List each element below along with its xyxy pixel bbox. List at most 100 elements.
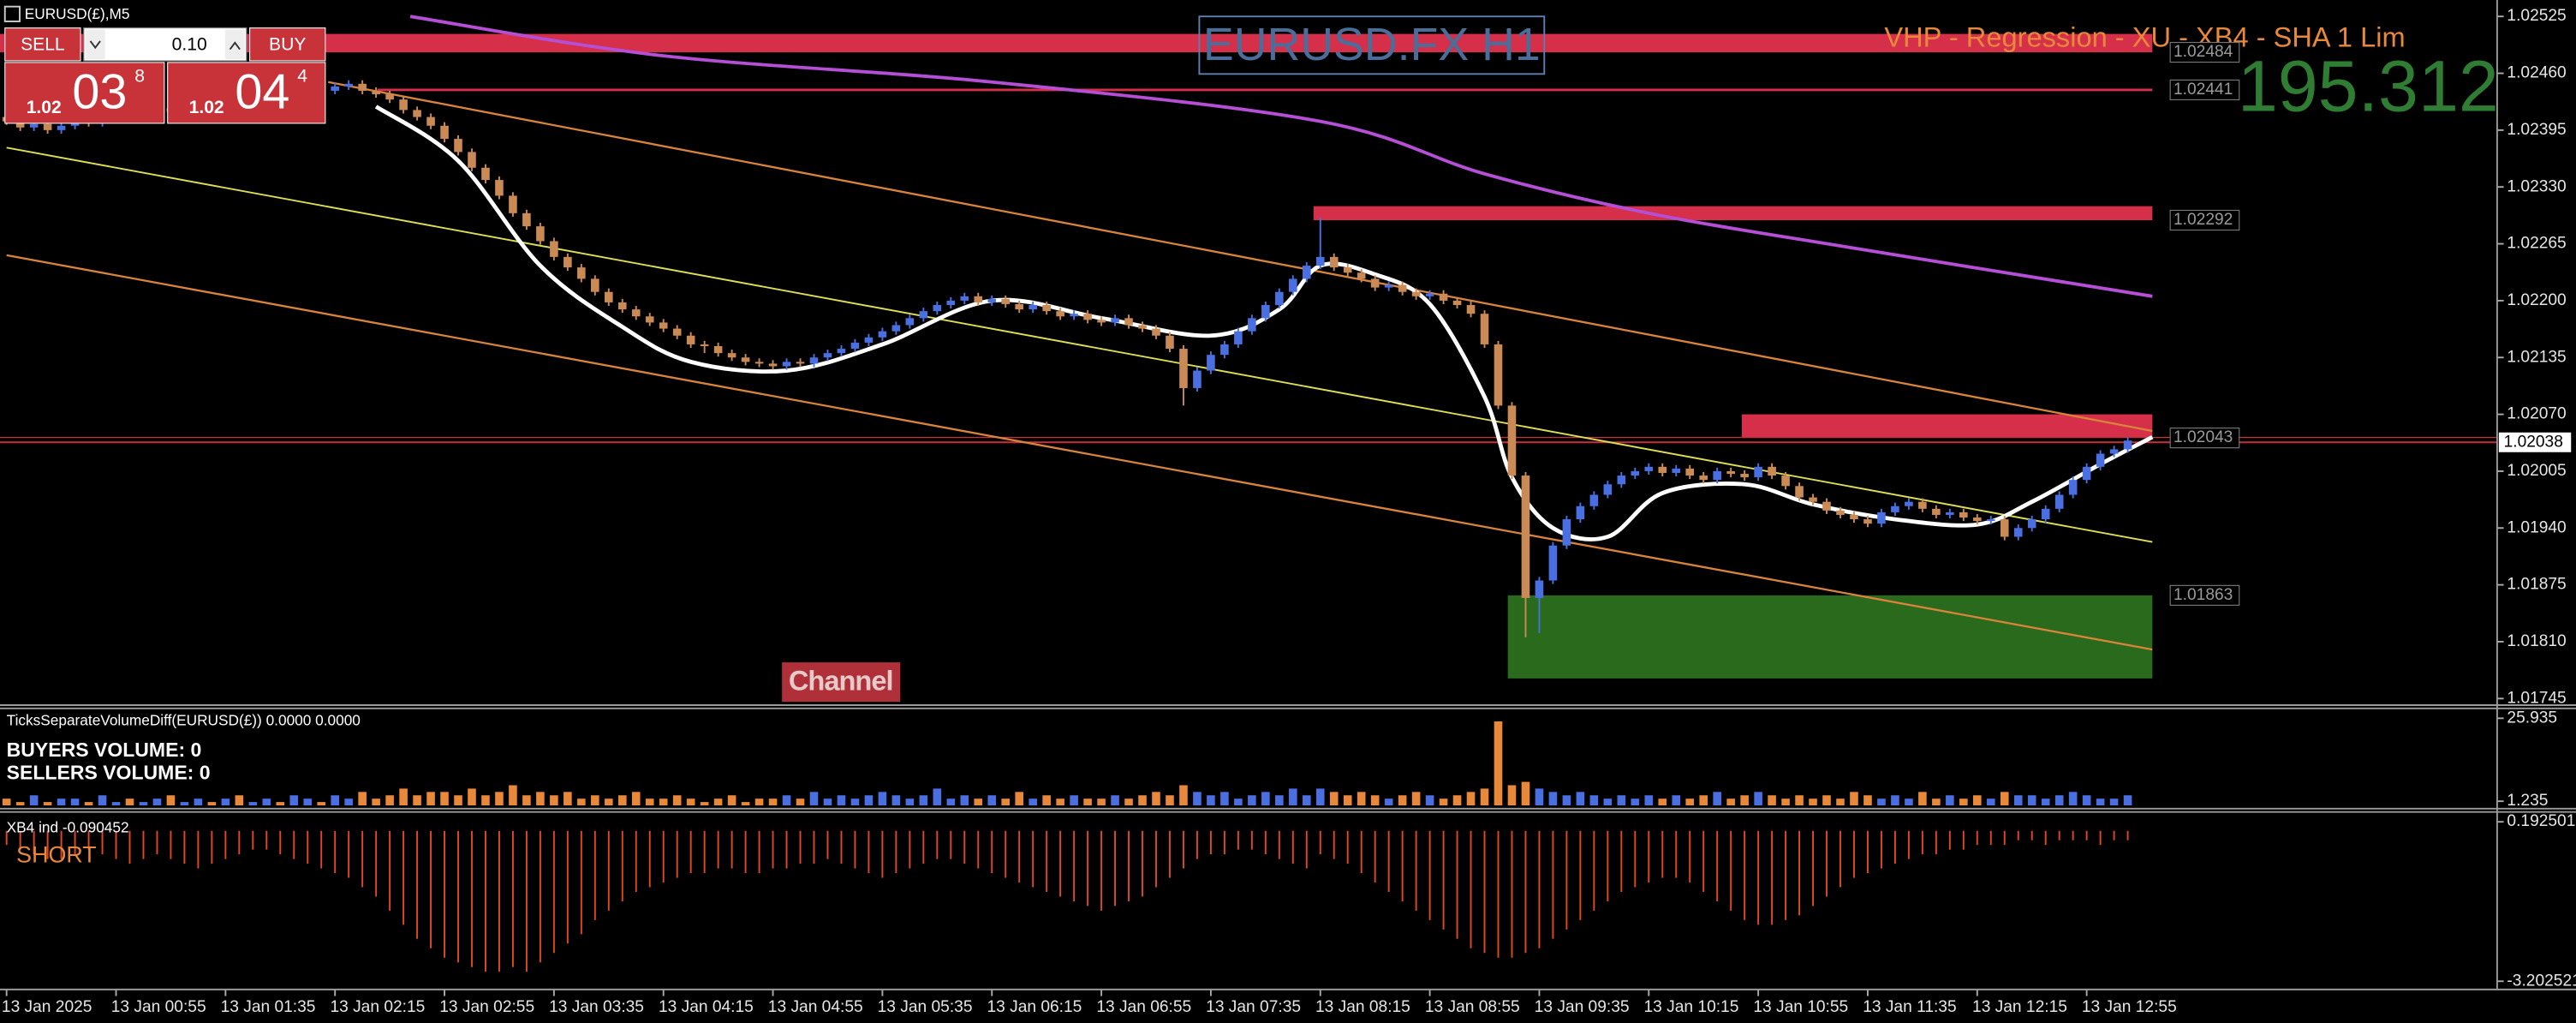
- volume-bar: [2041, 799, 2050, 806]
- volume-bar: [960, 795, 969, 806]
- candle-body: [686, 335, 695, 344]
- x-tick-label: 13 Jan 00:55: [111, 998, 206, 1016]
- volume-bar: [1425, 795, 1434, 806]
- volume-bar: [672, 795, 682, 806]
- volume-bar: [1179, 785, 1188, 806]
- volume-bar: [700, 802, 709, 806]
- candle-body: [1822, 501, 1831, 511]
- candle-body: [1986, 519, 1995, 522]
- volume-bar: [1439, 799, 1448, 806]
- x-tick-label: 13 Jan 04:55: [768, 998, 863, 1016]
- candle-body: [1001, 298, 1011, 304]
- volume-bar: [1562, 795, 1571, 806]
- candle-body: [905, 318, 915, 326]
- channel-button-label[interactable]: Channel: [789, 665, 894, 697]
- volume-bar: [454, 795, 462, 806]
- volume-bar: [1275, 795, 1284, 806]
- candle-body: [700, 344, 709, 346]
- buy-label[interactable]: BUY: [269, 34, 306, 54]
- volume-bar: [1932, 799, 1941, 806]
- volume-bar: [1302, 795, 1311, 806]
- lot-input[interactable]: [83, 27, 247, 62]
- volume-bar: [2027, 795, 2036, 806]
- candle-body: [1836, 510, 1845, 515]
- volume-bar: [317, 802, 326, 806]
- candle-body: [1056, 311, 1064, 317]
- volume-bar: [399, 788, 408, 806]
- bid-small: 8: [134, 67, 145, 87]
- lot-value[interactable]: 0.10: [172, 34, 207, 54]
- volume-bar: [1507, 785, 1517, 806]
- sell-label[interactable]: SELL: [21, 34, 65, 54]
- y-tick-label: 1.01810: [2507, 632, 2566, 650]
- candle-body: [809, 357, 819, 364]
- volume-pane: [2, 721, 2132, 806]
- indicator-line: [409, 15, 2153, 298]
- level-label: 1.02043: [2174, 428, 2233, 446]
- volume-bar: [1685, 799, 1695, 806]
- symbol-icon: [3, 5, 21, 22]
- volume-bar: [1617, 795, 1626, 806]
- ask-box[interactable]: [167, 62, 326, 124]
- candle-body: [604, 291, 613, 302]
- volume-bar: [1644, 795, 1654, 806]
- candle-body: [1302, 266, 1311, 279]
- volume-bar: [180, 802, 189, 806]
- volume-bar: [481, 795, 490, 806]
- candle-body: [358, 83, 367, 91]
- level-label-box: [2169, 584, 2240, 606]
- candle-body: [1220, 344, 1229, 356]
- x-tick-label: 13 Jan 06:55: [1096, 998, 1191, 1016]
- volume-bar: [1877, 799, 1886, 806]
- lot-up[interactable]: [224, 29, 245, 60]
- legend-group: VHP - Regression - XU - XB4 - SHA 1 Lim: [1884, 21, 2405, 53]
- volume-bar: [2054, 795, 2064, 806]
- volume-bar: [1070, 795, 1078, 806]
- volume-bar: [29, 795, 39, 806]
- level-label-box: [2169, 79, 2240, 101]
- candle-body: [1589, 494, 1599, 506]
- volume-bar: [1261, 792, 1270, 806]
- volume-bar: [1850, 792, 1858, 806]
- channel-button[interactable]: [782, 662, 901, 703]
- candle-body: [564, 256, 572, 268]
- level-label: 1.02441: [2174, 81, 2233, 99]
- volume-bar: [796, 799, 805, 806]
- candle-body: [741, 357, 750, 362]
- buy-button[interactable]: [249, 27, 326, 62]
- volume-bar: [1795, 795, 1804, 806]
- candle-body: [385, 94, 394, 100]
- volume-bar: [1576, 792, 1585, 806]
- volume-bar: [823, 799, 832, 806]
- volume-bar: [809, 792, 819, 806]
- volume-bar: [1836, 799, 1845, 806]
- y-tick-label: 1.02070: [2507, 405, 2566, 423]
- candle-body: [1535, 580, 1544, 598]
- main-pane: [0, 15, 2497, 679]
- candle-body: [591, 278, 599, 292]
- volume-bar: [1248, 795, 1256, 806]
- candle-body: [57, 125, 66, 130]
- volume-bar: [413, 795, 421, 806]
- x-tick-label: 13 Jan 03:35: [549, 998, 644, 1016]
- volume-bar: [1548, 792, 1558, 806]
- candle-body: [631, 309, 641, 317]
- candle-body: [550, 241, 558, 257]
- volume-bar: [1768, 795, 1776, 806]
- candle-body: [617, 302, 627, 310]
- candle-body: [495, 180, 504, 196]
- volume-bar: [850, 799, 860, 806]
- volume-bar: [1220, 792, 1229, 806]
- lot-down[interactable]: [85, 29, 105, 60]
- volume-bar: [358, 792, 367, 806]
- bid-box[interactable]: [4, 62, 165, 124]
- candle-body: [1972, 517, 1982, 522]
- level-label: 1.01863: [2174, 586, 2233, 604]
- candle-body: [1439, 293, 1448, 301]
- sell-button[interactable]: [4, 27, 81, 62]
- x-tick-label: 13 Jan 12:15: [1972, 998, 2067, 1016]
- symbol-label: EURUSD.FX H1: [1203, 19, 1541, 70]
- candle-body: [1042, 305, 1051, 312]
- candle-body: [933, 305, 942, 312]
- candle-body: [1905, 501, 1913, 506]
